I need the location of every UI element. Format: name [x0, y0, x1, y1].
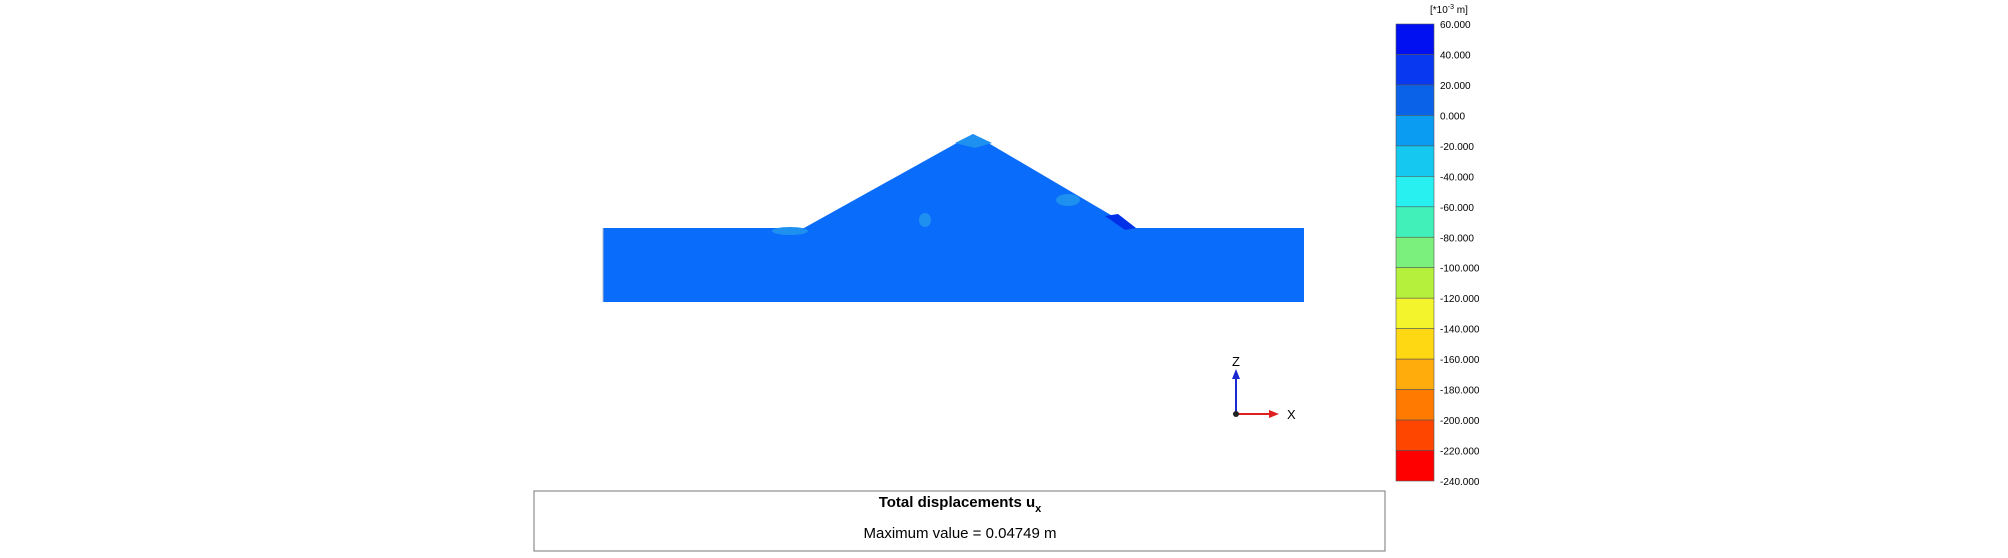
origin: [1233, 411, 1239, 417]
x-label: X: [1287, 407, 1296, 422]
legend-label: -240.000: [1440, 477, 1480, 488]
legend-label: 20.000: [1440, 81, 1471, 92]
legend-label: 0.000: [1440, 111, 1465, 122]
legend-label: -200.000: [1440, 416, 1480, 427]
title-subscript: x: [1035, 503, 1042, 515]
legend-band: [1395, 267, 1435, 299]
x-arrowhead: [1269, 410, 1279, 418]
legend-label: -220.000: [1440, 447, 1480, 458]
unit-prefix: [*10: [1430, 5, 1448, 16]
max-value: Maximum value = 0.04749 m: [863, 525, 1056, 542]
legend-label: -160.000: [1440, 355, 1480, 366]
legend-band: [1395, 450, 1435, 482]
contour-patch: [955, 134, 992, 148]
soil-body: [603, 134, 1304, 302]
legend-band: [1395, 206, 1435, 238]
legend-label: -140.000: [1440, 325, 1480, 336]
z-label: Z: [1232, 354, 1240, 369]
legend-label: -100.000: [1440, 264, 1480, 275]
legend-band: [1395, 389, 1435, 421]
legend-label: -180.000: [1440, 386, 1480, 397]
title-text: Total displacements u: [879, 494, 1035, 511]
unit-exponent: -3: [1448, 4, 1454, 11]
legend-band: [1395, 419, 1435, 451]
footer-box: [533, 490, 1386, 552]
legend-band: [1395, 176, 1435, 208]
legend-label: -60.000: [1440, 203, 1474, 214]
unit-suffix: m]: [1454, 5, 1468, 16]
legend-band: [1395, 297, 1435, 329]
footer-title: Total displacements ux: [879, 494, 1042, 515]
axis-triad: Z X: [1232, 354, 1296, 422]
legend-band: [1395, 54, 1435, 86]
contour-patch: [1056, 194, 1080, 206]
legend-band: [1395, 23, 1435, 55]
contour-patch: [772, 227, 808, 235]
legend-band: [1395, 84, 1435, 116]
legend-band: [1395, 145, 1435, 177]
contour-patch: [1105, 214, 1136, 230]
legend-label: 40.000: [1440, 50, 1471, 61]
legend-band: [1395, 236, 1435, 269]
footer: Total displacements ux Maximum value = 0…: [533, 490, 1386, 552]
legend-band: [1395, 328, 1435, 360]
legend-band: [1395, 115, 1435, 147]
contour-patch: [919, 213, 931, 227]
legend-band: [1395, 358, 1435, 390]
z-arrowhead: [1232, 369, 1240, 379]
legend-unit: [*10-3 m]: [1430, 4, 1468, 16]
legend-label: 60.000: [1440, 20, 1471, 31]
model-geometry: [602, 134, 1304, 302]
legend-label: -80.000: [1440, 233, 1474, 244]
legend-label: -20.000: [1440, 142, 1474, 153]
color-legend: [*10-3 m] 60.000 40.000 20.000 0.000 -20.000…: [1395, 4, 1480, 488]
legend-label: -40.000: [1440, 172, 1474, 183]
legend-label: -120.000: [1440, 294, 1480, 305]
